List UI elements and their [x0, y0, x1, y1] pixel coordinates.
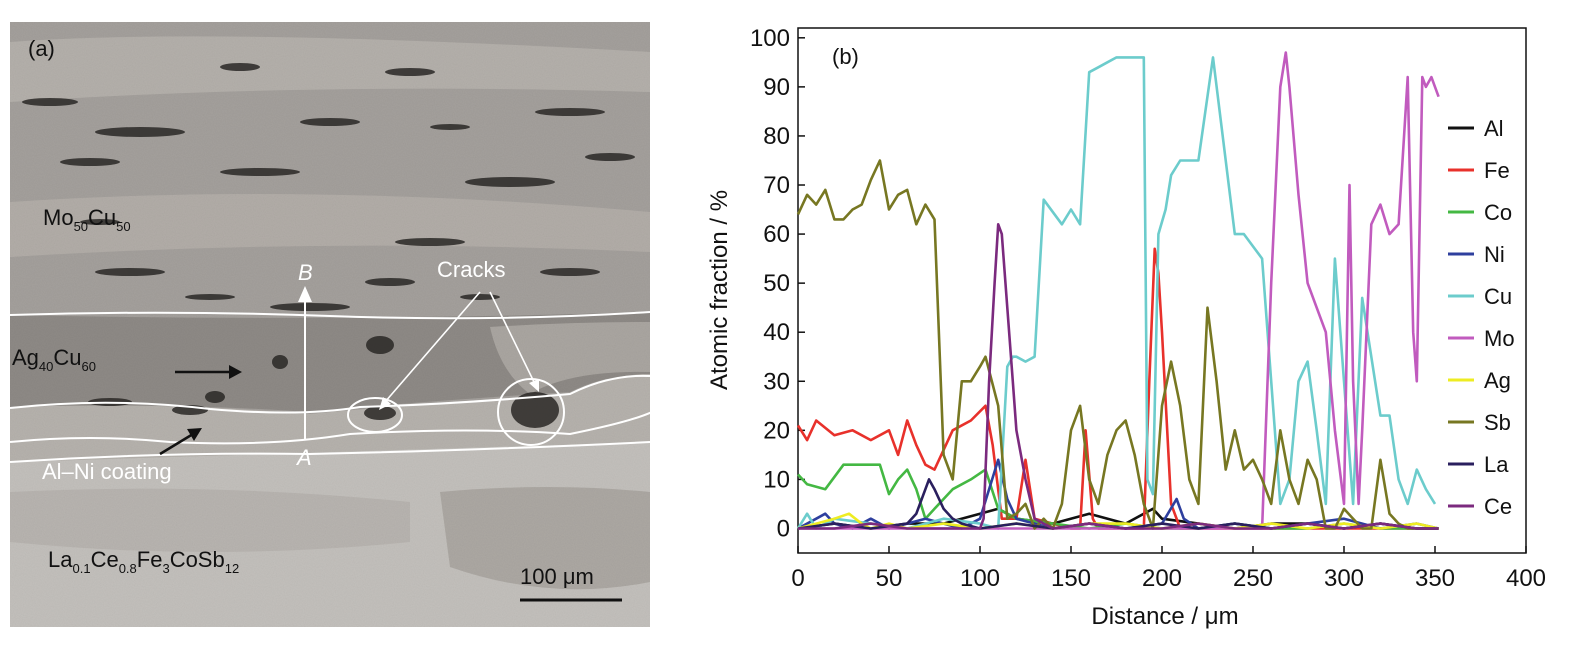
legend-label-ag: Ag — [1484, 368, 1511, 393]
chart-legend: Al Fe Co Ni Cu Mo Ag Sb La Ce — [1448, 116, 1515, 519]
legend-label-co: Co — [1484, 200, 1512, 225]
series-line-sb — [796, 159, 1439, 530]
mocu-layer-label: Mo50Cu50 — [43, 205, 131, 234]
legend-label-ni: Ni — [1484, 242, 1505, 267]
series-line-ce — [798, 223, 1439, 530]
legend-label-mo: Mo — [1484, 326, 1515, 351]
legend-label-fe: Fe — [1484, 158, 1510, 183]
legend-label-la: La — [1484, 452, 1509, 477]
micrograph-panel-a: (a) Mo50Cu50 Ag40Cu60 Al–Ni coating La0.… — [10, 22, 650, 627]
y-tick-label: 60 — [763, 221, 790, 248]
x-tick-label: 0 — [791, 565, 804, 592]
legend-label-ce: Ce — [1484, 494, 1512, 519]
scale-bar-label: 100 μm — [520, 564, 594, 589]
y-tick-label: 80 — [763, 123, 790, 150]
crack-circle-large — [497, 378, 565, 446]
chart-axes: 0 50 100 150 200 250 300 350 400 0 10 20 30 40 50 60 70 8… — [750, 25, 1546, 592]
y-tick-label: 90 — [763, 74, 790, 101]
x-tick-label: 250 — [1233, 565, 1273, 592]
y-tick-label: 10 — [763, 466, 790, 493]
interface-lines — [10, 311, 650, 463]
cracks-label: Cracks — [437, 257, 505, 282]
chart-series — [796, 51, 1440, 530]
legend-label-al: Al — [1484, 116, 1504, 141]
line-scan-chart: 0 50 100 150 200 250 300 350 400 0 10 20 30 40 50 60 70 8… — [706, 25, 1546, 630]
y-tick-label: 40 — [763, 319, 790, 346]
point-a-label: A — [295, 445, 312, 470]
y-tick-label: 50 — [763, 270, 790, 297]
panel-a-label: (a) — [28, 36, 55, 61]
x-tick-label: 300 — [1324, 565, 1364, 592]
panel-b-label: (b) — [832, 44, 859, 69]
x-tick-label: 200 — [1142, 565, 1182, 592]
y-tick-label: 70 — [763, 172, 790, 199]
x-axis-label: Distance / μm — [1091, 603, 1238, 630]
skutterudite-label: La0.1Ce0.8Fe3CoSb12 — [48, 547, 239, 576]
x-tick-label: 100 — [960, 565, 1000, 592]
y-tick-label: 30 — [763, 368, 790, 395]
agcu-layer-label: Ag40Cu60 — [12, 345, 96, 374]
legend-label-cu: Cu — [1484, 284, 1512, 309]
y-tick-label: 100 — [750, 25, 790, 52]
x-tick-label: 350 — [1415, 565, 1455, 592]
alni-coating-label: Al–Ni coating — [42, 459, 172, 484]
y-axis-label: Atomic fraction / % — [706, 190, 733, 390]
y-tick-label: 0 — [777, 515, 790, 542]
legend-label-sb: Sb — [1484, 410, 1511, 435]
point-b-label: B — [298, 260, 313, 285]
x-tick-label: 150 — [1051, 565, 1091, 592]
y-tick-label: 20 — [763, 417, 790, 444]
x-tick-label: 50 — [876, 565, 903, 592]
pores — [22, 63, 635, 428]
x-tick-label: 400 — [1506, 565, 1546, 592]
series-line-fe — [796, 247, 1439, 530]
crack-circle-small — [347, 397, 403, 433]
series-line-mo — [798, 51, 1440, 530]
